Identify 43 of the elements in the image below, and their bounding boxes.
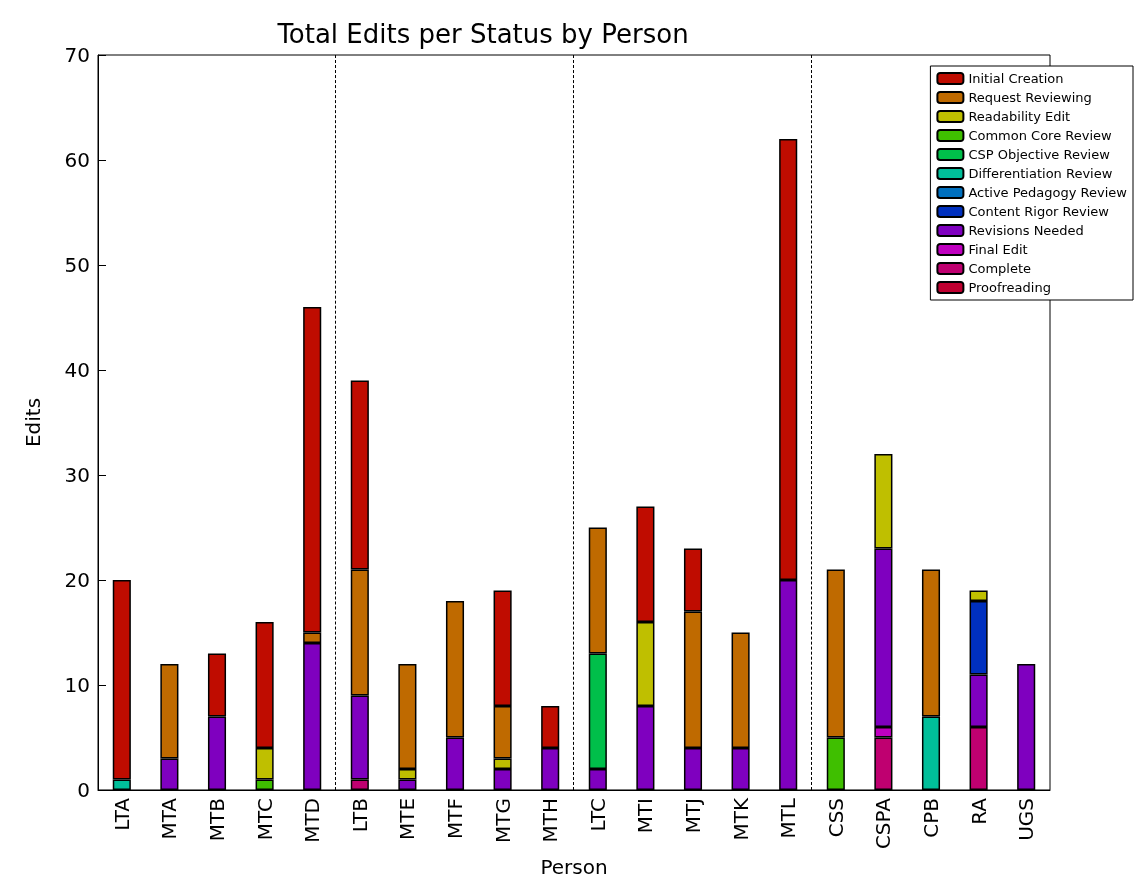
x-tick-label: MTF — [443, 797, 467, 839]
x-tick-label: MTE — [395, 797, 420, 841]
x-tick-label: LTC — [585, 797, 610, 832]
legend-label: Complete — [968, 261, 1032, 276]
x-tick-label: MTG — [490, 797, 515, 843]
x-tick-label: MTH — [538, 797, 563, 843]
x-tick-label: MTK — [728, 797, 753, 841]
x-tick-label: UGS — [1014, 797, 1039, 841]
x-tick-label: MTB — [205, 797, 229, 842]
x-tick-label: MTC — [252, 797, 277, 841]
x-tick-label: MTA — [157, 797, 182, 840]
y-axis-title: Edits — [21, 397, 45, 448]
y-tick-label: 0 — [77, 777, 90, 802]
legend-label: Readability Edit — [968, 109, 1071, 124]
x-tick-label: LTB — [347, 797, 372, 833]
y-tick-label: 10 — [64, 672, 90, 697]
legend-label: Revisions Needed — [968, 223, 1084, 238]
y-tick-label: 20 — [64, 567, 90, 592]
x-tick-label: MTL — [776, 797, 801, 839]
x-tick-label: MTI — [633, 797, 658, 834]
chart-title: Total Edits per Status by Person — [276, 19, 689, 49]
x-tick-label: MTD — [300, 797, 325, 843]
legend-label: Request Reviewing — [968, 90, 1092, 105]
y-tick-label: 50 — [64, 252, 90, 277]
x-tick-label: CSS — [823, 797, 848, 838]
x-tick-label: CPB — [919, 797, 943, 838]
legend-label: Differentiation Review — [968, 166, 1113, 181]
legend-label: Proofreading — [968, 280, 1051, 295]
x-axis-title: Person — [540, 855, 608, 879]
legend-label: Initial Creation — [968, 71, 1064, 86]
legend-label: Active Pedagogy Review — [968, 185, 1128, 200]
legend-label: CSP Objective Review — [968, 147, 1111, 162]
x-tick-label: LTA — [109, 797, 134, 831]
x-tick-label: RA — [966, 797, 991, 825]
legend-label: Final Edit — [968, 242, 1028, 257]
y-tick-label: 40 — [64, 357, 90, 382]
y-tick-label: 70 — [64, 43, 90, 67]
legend-label: Common Core Review — [968, 128, 1113, 143]
x-tick-label: MTJ — [681, 797, 705, 834]
legend-label: Content Rigor Review — [968, 204, 1110, 219]
y-tick-label: 60 — [64, 148, 90, 172]
y-tick-label: 30 — [64, 462, 90, 487]
x-tick-label: CSPA — [871, 797, 896, 850]
